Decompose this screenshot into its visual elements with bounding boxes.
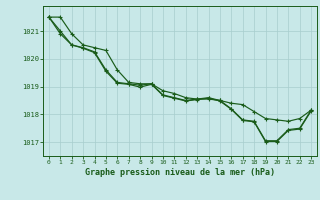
X-axis label: Graphe pression niveau de la mer (hPa): Graphe pression niveau de la mer (hPa) bbox=[85, 168, 275, 177]
